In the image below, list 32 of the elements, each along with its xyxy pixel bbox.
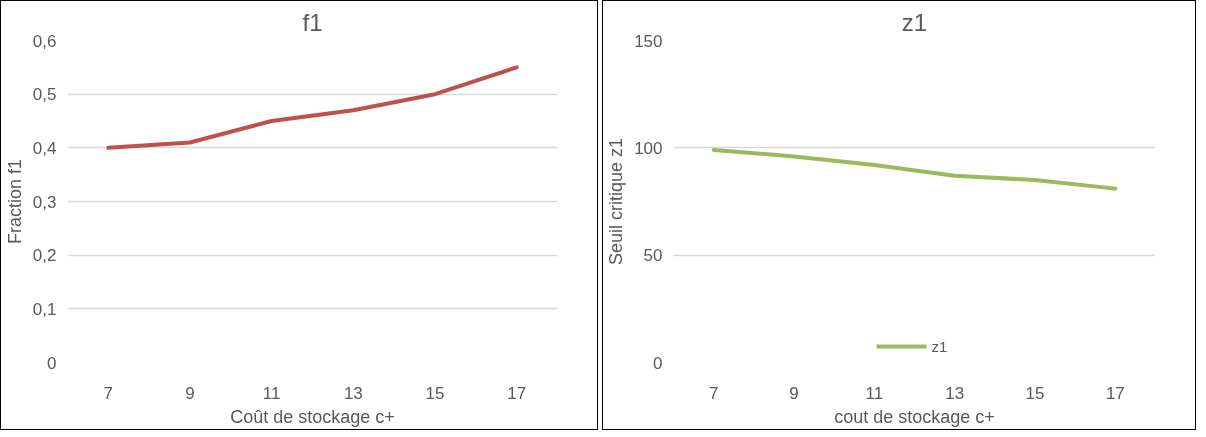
y-tick-label: 0,3	[32, 192, 57, 212]
y-tick-label: 0	[47, 353, 57, 373]
y-axis-title: Fraction f1	[4, 158, 25, 245]
line-series	[711, 147, 1118, 191]
x-tick-label: 15	[425, 383, 445, 403]
y-tick-label: 0,4	[32, 138, 57, 158]
y-tick-label: 150	[634, 31, 663, 51]
x-tick-label: 17	[507, 383, 527, 403]
y-tick-label: 100	[634, 138, 663, 158]
x-tick-label: 9	[185, 383, 195, 403]
y-tick-label: 0,6	[32, 31, 57, 51]
x-tick-label: 11	[865, 383, 884, 403]
x-tick-label: 13	[945, 383, 965, 403]
x-tick-label: 7	[708, 383, 719, 403]
y-tick-label: 0,1	[32, 299, 57, 319]
x-axis-title: Coût de stockage c+	[230, 406, 395, 427]
x-tick-label: 17	[1105, 383, 1125, 403]
chart-title: z1	[901, 8, 928, 36]
y-tick-label: 0	[653, 353, 663, 373]
line-series	[106, 65, 519, 150]
y-tick-label: 0,5	[32, 85, 57, 105]
x-tick-label: 9	[789, 383, 799, 403]
y-tick-label: 50	[643, 246, 663, 266]
y-tick-label: 0,2	[32, 246, 57, 266]
x-tick-label: 13	[343, 383, 363, 403]
x-tick-label: 11	[262, 383, 281, 403]
x-tick-label: 7	[103, 383, 114, 403]
x-tick-label: 15	[1025, 383, 1045, 403]
chart-title: f1	[302, 8, 323, 36]
legend-label: z1	[931, 337, 949, 355]
x-axis-title: cout de stockage c+	[834, 406, 995, 427]
y-axis-title: Seuil critique z1	[606, 137, 627, 266]
